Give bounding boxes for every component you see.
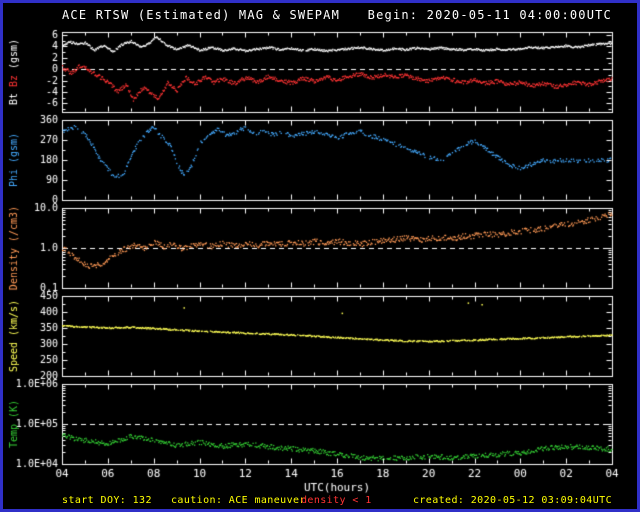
- caution-label: caution: ACE maneuver: [171, 495, 306, 506]
- chart-canvas: [3, 3, 637, 509]
- created-timestamp: created: 2020-05-12 03:09:04UTC: [412, 495, 612, 506]
- plot-footer: start DOY: 132 caution: ACE maneuver den…: [3, 495, 637, 509]
- density-warning-label: density < 1: [301, 495, 372, 506]
- start-doy-label: start DOY: 132: [62, 495, 152, 506]
